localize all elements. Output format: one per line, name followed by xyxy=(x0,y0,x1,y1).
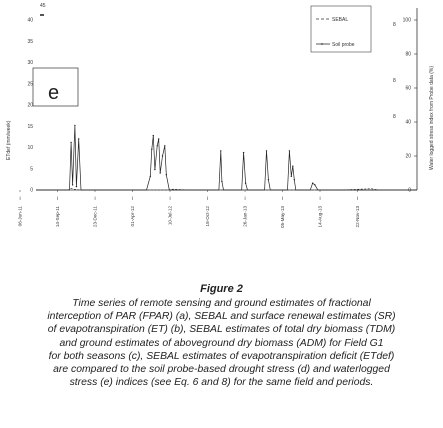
stray-left-top-label: 45 xyxy=(40,3,46,9)
soil-probe-point xyxy=(242,151,245,154)
x-tick-label: 26-Jan-13 xyxy=(243,206,248,227)
x-tick-label: 14-Sep-11 xyxy=(55,206,60,228)
x-tick-label: 18-Oct-12 xyxy=(205,206,210,227)
x-tick-dot: i xyxy=(357,196,358,202)
soil-probe-point xyxy=(70,141,72,144)
top-tick-3: 8 xyxy=(393,114,396,120)
soil-probe-point xyxy=(220,150,222,152)
soil-probe-point xyxy=(161,155,164,157)
soil-probe-point xyxy=(311,182,314,184)
soil-probe-point xyxy=(71,184,74,186)
soil-probe-point xyxy=(265,150,268,152)
x-tick-label: 14-Aug-13 xyxy=(318,206,323,228)
soil-probe-point xyxy=(292,165,294,167)
soil-probe-point xyxy=(314,184,316,186)
caption-line: interception of PAR (FPAR) (a), SEBAL an… xyxy=(47,311,396,323)
x-tick-dot: i xyxy=(282,196,283,202)
x-tick-dot: i xyxy=(57,196,58,202)
left-tick-label: 35 xyxy=(27,39,33,45)
legend-soil-label: Soil probe xyxy=(332,42,355,48)
soil-probe-point xyxy=(165,174,167,176)
right-tick-label: 60 xyxy=(405,86,411,92)
left-axis-label: ETdef (mm/week) xyxy=(6,120,12,160)
soil-probe-point xyxy=(152,134,154,137)
soil-probe-series-line xyxy=(36,125,417,191)
caption-line: are compared to the soil probe-based dro… xyxy=(53,364,390,376)
right-tick-label: 20 xyxy=(405,154,411,160)
panel-letter-box xyxy=(32,67,79,107)
legend-sebal-label: SEBAL xyxy=(332,17,348,23)
x-tick-dot: i xyxy=(94,196,95,202)
legend-soil-marker xyxy=(321,43,323,45)
caption-line: stress (e) indices (see Eq. 6 and 8) for… xyxy=(69,377,374,389)
right-tick-label: 40 xyxy=(405,120,411,126)
caption-body: Time series of remote sensing and ground… xyxy=(2,297,441,389)
soil-probe-point xyxy=(164,145,166,147)
x-tick-label: 06-Jun-11 xyxy=(18,206,23,227)
x-tick-dot: i xyxy=(207,196,208,202)
left-tick-label: 15 xyxy=(27,124,33,130)
soil-probe-point xyxy=(156,145,158,147)
top-tick-1: 8 xyxy=(393,22,396,28)
left-tick-label: 5 xyxy=(30,166,33,172)
x-tick-label: 01-Apr-12 xyxy=(130,206,135,227)
left-tick-label: 30 xyxy=(27,60,33,66)
top-left-mark xyxy=(40,14,44,16)
left-axis-ticks: 40 35 30 25 20 15 10 5 0 xyxy=(27,18,33,194)
x-tick-label: 23-Dec-11 xyxy=(93,206,98,228)
x-tick-label: 05-May-13 xyxy=(280,206,285,228)
soil-probe-point xyxy=(159,172,161,174)
x-tick-dot: i xyxy=(319,196,320,202)
soil-probe-point xyxy=(221,180,223,183)
panel-letter: e xyxy=(48,82,59,104)
figure-panel: 45 40 35 30 25 20 15 10 5 0 ETdef (mm/week) 100 8… xyxy=(6,3,435,228)
x-axis-ticks: i 06-Jun-11 i 14-Sep-11 i 23-Dec-11 i 01-Apr-12… xyxy=(18,190,360,228)
left-tick-label: 40 xyxy=(27,18,33,24)
right-tick-label: 0 xyxy=(408,188,411,194)
soil-probe-point xyxy=(149,175,151,178)
right-axis-ticks: 100 80 60 40 20 0 xyxy=(403,18,417,194)
caption-line: Time series of remote sensing and ground… xyxy=(72,298,371,309)
x-tick-dot: i xyxy=(132,196,133,202)
soil-probe-point xyxy=(75,185,78,188)
right-tick-label: 100 xyxy=(403,18,412,24)
caption-line: of evapotranspiration (ET) (b), SEBAL es… xyxy=(47,324,396,336)
left-tick-label: 10 xyxy=(27,145,33,151)
soil-probe-point xyxy=(78,138,80,140)
caption-line: and ground estimates of aboveground dry … xyxy=(59,337,384,349)
caption-title: Figure 2 xyxy=(200,283,243,295)
right-axis-label: Water logged stress index from Probe dat… xyxy=(429,66,435,170)
soil-probe-point xyxy=(267,179,270,181)
soil-probe-point xyxy=(74,124,76,127)
soil-probe-point xyxy=(244,182,247,184)
left-tick-label: 0 xyxy=(30,188,33,194)
top-tick-2: 8 xyxy=(393,78,396,84)
series-layer xyxy=(36,124,417,191)
soil-probe-point xyxy=(290,175,292,178)
x-tick-dot: i xyxy=(19,196,20,202)
left-tick-label: 20 xyxy=(27,103,33,109)
x-tick-dot: i xyxy=(244,196,245,202)
x-tick-label: 22-Nov-13 xyxy=(355,206,360,228)
soil-probe-point xyxy=(288,150,291,152)
soil-probe-point xyxy=(158,138,160,140)
x-tick-dot: i xyxy=(169,196,170,202)
left-tick-label: 25 xyxy=(27,81,33,87)
caption-line: for both seasons (c), SEBAL estimates of… xyxy=(48,350,395,362)
soil-probe-point xyxy=(293,179,295,181)
soil-probe-point xyxy=(151,148,153,150)
right-tick-label: 80 xyxy=(405,52,411,58)
soil-probe-point xyxy=(154,168,156,171)
x-tick-label: 10-Jul-12 xyxy=(168,206,173,226)
